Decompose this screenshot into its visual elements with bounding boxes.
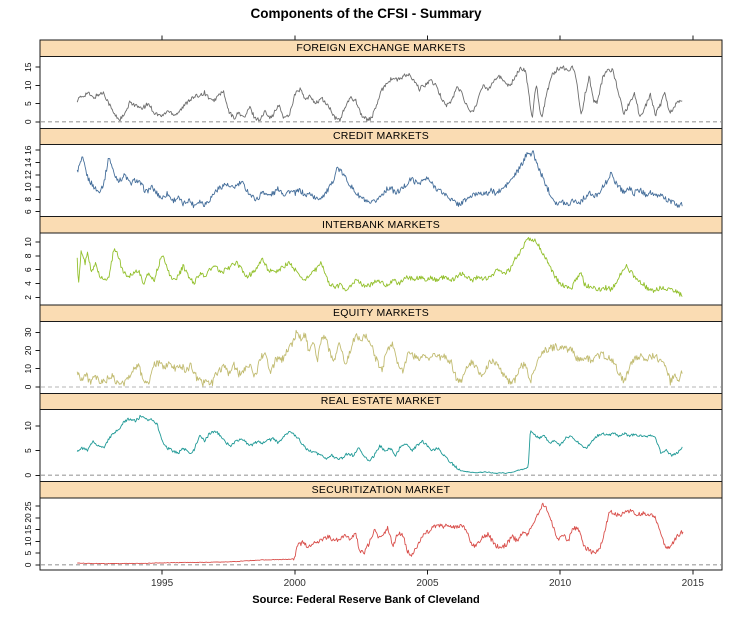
y-tick-label: 0 [23,119,33,124]
y-tick-label: 0 [23,473,33,478]
y-tick-label: 0 [23,562,33,567]
panel-border [39,497,723,571]
strip-title: CREDIT MARKETS [332,130,430,143]
x-tick-label: 2000 [284,578,307,589]
y-tick-label: 5 [23,550,33,555]
strip-title: EQUITY MARKETS [332,307,430,320]
panel-strip-securitization-market: SECURITIZATION MARKET [40,482,722,498]
y-tick-label: 30 [23,327,33,337]
x-tick-label: 2015 [682,578,705,589]
y-tick-label: 8 [23,253,33,258]
y-tick-label: 10 [23,421,33,431]
y-tick-label: 8 [23,197,33,202]
source-caption: Source: Federal Reserve Bank of Clevelan… [252,594,480,606]
y-tick-label: 2 [23,295,33,300]
panel-strip-foreign-exchange-markets: FOREIGN EXCHANGE MARKETS [40,40,722,56]
y-tick-label: 10 [23,237,33,247]
panel-strip-equity-markets: EQUITY MARKETS [40,305,722,321]
panel-border [39,55,723,129]
y-tick-label: 10 [23,182,33,192]
x-tick-label: 1995 [151,578,174,589]
y-tick-label: 0 [23,384,33,389]
panel-strip-interbank-markets: INTERBANK MARKETS [40,217,722,233]
series-line-4 [76,414,683,475]
y-tick-label: 10 [23,80,33,90]
strip-title: INTERBANK MARKETS [321,218,441,231]
chart-title: Components of the CFSI - Summary [250,6,482,21]
y-tick-label: 16 [23,145,33,155]
y-tick-label: 12 [23,170,33,180]
y-tick-label: 14 [23,158,33,168]
y-tick-label: 20 [23,346,33,356]
x-tick-label: 2005 [416,578,439,589]
strip-title: SECURITIZATION MARKET [311,483,451,496]
y-tick-label: 20 [23,513,33,523]
panel-border [39,320,723,394]
y-tick-label: 15 [23,62,33,72]
y-tick-label: 6 [23,209,33,214]
y-tick-label: 15 [23,525,33,535]
y-tick-label: 10 [23,536,33,546]
y-tick-label: 6 [23,267,33,272]
strip-title: REAL ESTATE MARKET [320,395,442,408]
series-line-0 [76,65,683,122]
series-line-2 [76,237,683,297]
x-tick-label: 2010 [549,578,572,589]
strip-title: FOREIGN EXCHANGE MARKETS [296,42,466,55]
series-line-3 [76,329,683,387]
y-tick-label: 25 [23,501,33,511]
panel-border [39,232,723,306]
panel-border [39,144,723,218]
y-tick-label: 5 [23,101,33,106]
panel-strip-credit-markets: CREDIT MARKETS [40,128,722,144]
series-line-1 [76,150,683,209]
series-line-5 [77,502,684,565]
y-tick-label: 4 [23,281,33,286]
panel-strip-real-estate-market: REAL ESTATE MARKET [40,393,722,409]
y-tick-label: 5 [23,448,33,453]
y-tick-label: 10 [23,364,33,374]
